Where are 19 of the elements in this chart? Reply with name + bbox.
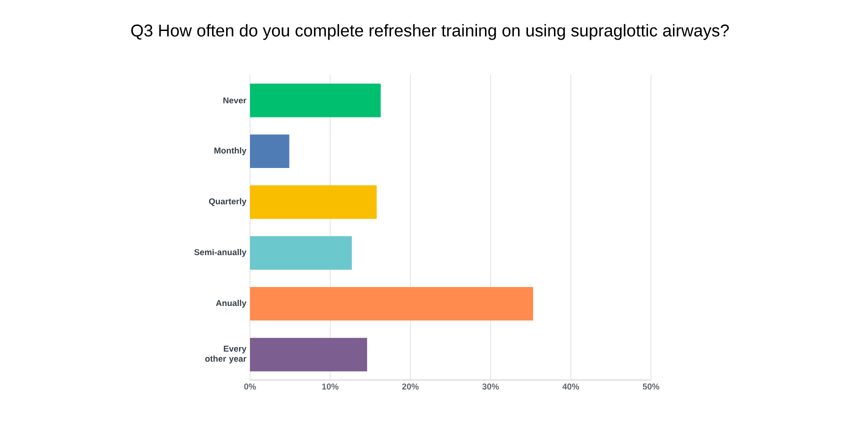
bar bbox=[250, 84, 381, 118]
bar bbox=[250, 185, 377, 219]
x-tick-label: 50% bbox=[642, 384, 660, 390]
bar bbox=[250, 134, 290, 168]
bar bbox=[250, 236, 352, 270]
y-tick-label: Every other year bbox=[205, 346, 246, 364]
bar bbox=[250, 338, 368, 372]
y-tick-label: Monthly bbox=[214, 147, 246, 156]
x-tick-label: 10% bbox=[322, 384, 338, 390]
y-tick-label: Quarterly bbox=[209, 198, 246, 206]
x-tick-label: 20% bbox=[402, 384, 419, 390]
y-tick-label: Semi-anually bbox=[194, 248, 246, 257]
x-tick-label: 40% bbox=[562, 384, 580, 390]
chart-title: Q3 How often do you complete refresher training on using supraglottic airways? bbox=[131, 24, 729, 40]
y-tick-label: Never bbox=[223, 97, 246, 104]
x-tick-label: 30% bbox=[482, 384, 499, 390]
bar bbox=[250, 286, 534, 321]
y-tick-label: Anually bbox=[216, 300, 246, 308]
x-tick-label: 0% bbox=[244, 384, 256, 390]
